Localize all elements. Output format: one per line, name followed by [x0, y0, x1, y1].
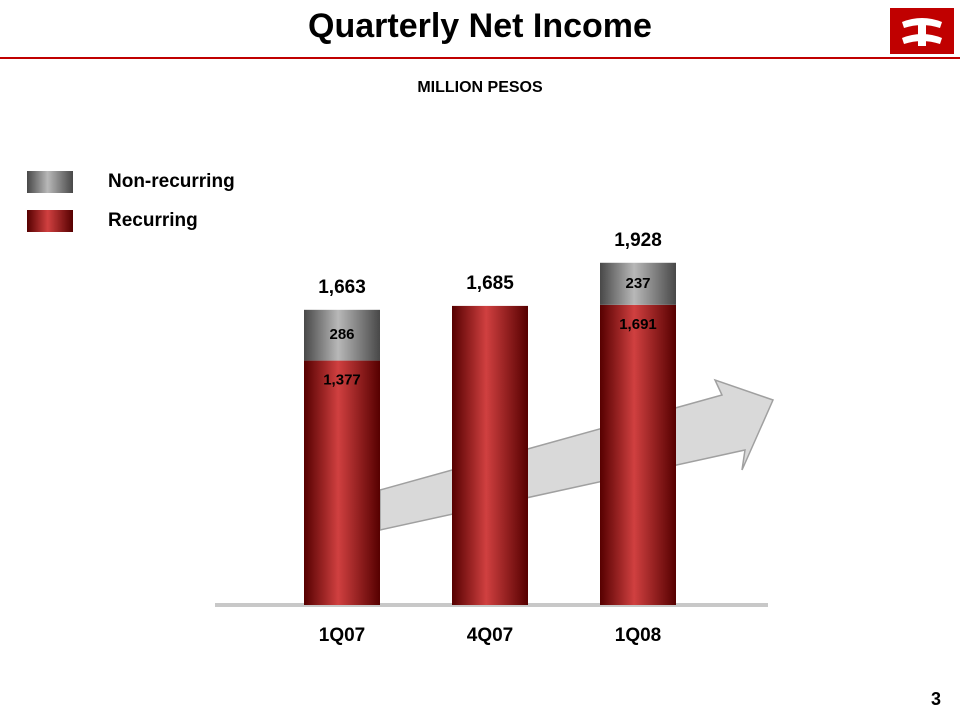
bar-segment	[304, 360, 380, 605]
total-label: 1,685	[466, 273, 514, 294]
bar-segment	[600, 262, 676, 305]
total-label: 1,663	[318, 277, 366, 298]
segment-label: 1,691	[619, 316, 657, 333]
growth-arrow	[379, 378, 775, 531]
bar-segment	[304, 309, 380, 361]
page-number: 3	[931, 689, 941, 709]
segment-label: 286	[329, 326, 354, 343]
x-tick-label: 1Q08	[615, 625, 661, 646]
chart-subtitle: MILLION PESOS	[417, 79, 543, 96]
total-label: 1,928	[614, 230, 662, 251]
x-tick-label: 4Q07	[467, 625, 513, 646]
segment-label: 237	[625, 275, 650, 292]
segment-label: 1,377	[323, 372, 361, 389]
bar-segment	[600, 304, 676, 605]
bar-segment	[452, 305, 528, 605]
legend-label: Recurring	[108, 210, 198, 231]
chart-title: Quarterly Net Income	[308, 7, 652, 45]
logo	[890, 8, 954, 54]
x-tick-label: 1Q07	[319, 625, 365, 646]
legend-swatch	[27, 171, 73, 193]
legend-label: Non-recurring	[108, 171, 235, 192]
legend-swatch	[27, 210, 73, 232]
